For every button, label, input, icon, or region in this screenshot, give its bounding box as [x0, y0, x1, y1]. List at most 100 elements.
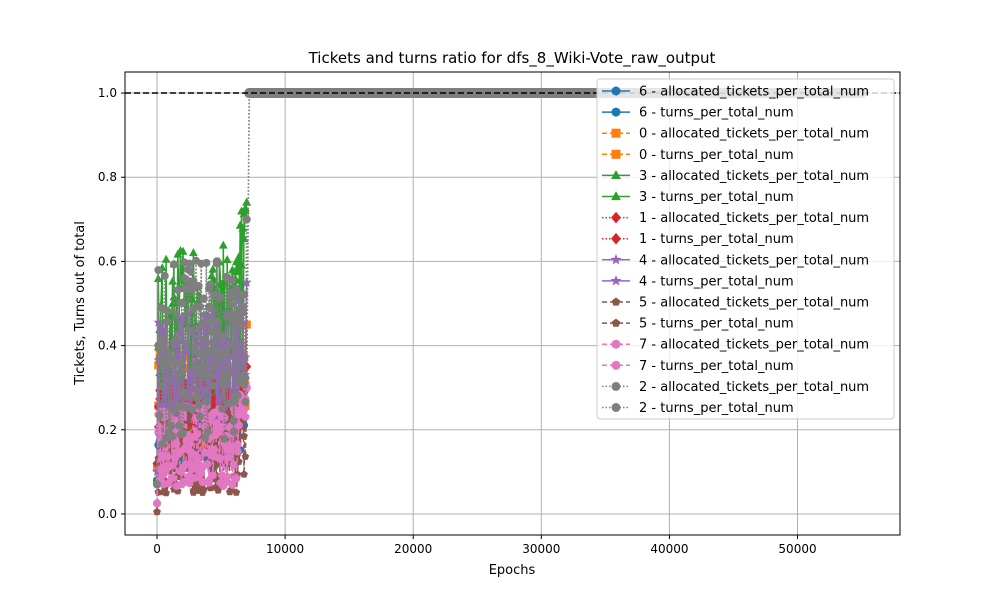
data-point	[208, 264, 218, 273]
data-point	[229, 427, 238, 436]
data-point	[238, 223, 248, 232]
data-point	[169, 260, 178, 269]
data-point	[240, 203, 250, 212]
data-point	[230, 436, 240, 447]
data-point	[159, 470, 168, 479]
data-point	[190, 362, 199, 371]
legend-label: 0 - turns_per_total_num	[639, 148, 794, 163]
data-point	[231, 257, 241, 266]
legend-label: 1 - turns_per_total_num	[639, 232, 794, 247]
data-point	[182, 392, 191, 401]
legend-marker	[611, 170, 621, 179]
data-point	[180, 444, 189, 453]
data-point	[227, 340, 236, 349]
legend-marker	[611, 149, 621, 159]
data-point	[194, 401, 203, 410]
series-line	[245, 93, 251, 388]
data-point	[218, 240, 228, 249]
data-point	[200, 384, 211, 394]
legend-marker	[611, 86, 621, 96]
legend-entry: 1 - turns_per_total_num	[602, 232, 794, 247]
data-point	[188, 286, 197, 295]
legend-marker	[611, 128, 621, 138]
legend-label: 1 - allocated_tickets_per_total_num	[639, 211, 869, 226]
data-point	[240, 290, 249, 299]
data-point	[181, 403, 190, 412]
data-point	[163, 452, 172, 461]
legend-entry: 0 - allocated_tickets_per_total_num	[602, 127, 869, 142]
data-point	[173, 401, 182, 410]
y-tick-label: 0.4	[98, 339, 117, 353]
legend-label: 6 - turns_per_total_num	[639, 106, 794, 121]
legend-marker	[610, 254, 622, 265]
data-point	[179, 463, 188, 472]
data-point	[238, 302, 247, 311]
data-point	[175, 449, 184, 458]
data-point	[203, 460, 212, 469]
data-point	[190, 474, 199, 483]
data-point	[188, 405, 197, 414]
legend-marker	[611, 360, 621, 370]
data-point	[208, 305, 218, 316]
legend-marker	[611, 381, 621, 391]
data-point	[219, 382, 228, 391]
data-point	[196, 384, 207, 394]
data-point	[166, 431, 175, 440]
legend-label: 4 - allocated_tickets_per_total_num	[639, 253, 869, 268]
data-point	[205, 478, 214, 487]
data-point	[235, 342, 246, 352]
data-point	[178, 246, 188, 255]
data-point	[203, 346, 212, 355]
data-point	[153, 499, 162, 508]
legend-marker	[610, 275, 622, 286]
data-point	[172, 369, 181, 378]
data-point	[214, 379, 225, 390]
data-point	[242, 215, 251, 224]
legend-label: 7 - turns_per_total_num	[639, 359, 794, 374]
data-point	[210, 362, 219, 371]
data-point	[168, 276, 178, 285]
data-point	[398, 89, 407, 98]
legend-entry: 5 - allocated_tickets_per_total_num	[602, 296, 869, 311]
data-point	[201, 448, 210, 457]
legend-label: 5 - allocated_tickets_per_total_num	[639, 296, 869, 311]
y-tick-label: 1.0	[98, 86, 117, 100]
legend-entry: 3 - allocated_tickets_per_total_num	[602, 169, 869, 184]
y-tick-label: 0.2	[98, 423, 117, 437]
data-point	[216, 278, 226, 287]
data-point	[177, 480, 186, 489]
x-tick-label: 30000	[522, 542, 560, 556]
data-point	[191, 384, 201, 394]
legend-label: 5 - turns_per_total_num	[639, 317, 794, 332]
legend-entry: 5 - turns_per_total_num	[602, 317, 794, 332]
data-point	[207, 271, 217, 280]
data-point	[221, 348, 230, 357]
data-point	[152, 466, 162, 477]
data-point	[189, 276, 198, 285]
data-point	[202, 258, 211, 267]
data-point	[233, 391, 242, 400]
data-point	[156, 320, 166, 330]
legend-entry: 6 - allocated_tickets_per_total_num	[602, 85, 869, 100]
legend-entry: 2 - turns_per_total_num	[602, 401, 794, 416]
data-point	[232, 284, 241, 293]
data-point	[208, 471, 217, 480]
data-point	[195, 412, 204, 421]
legend-marker	[611, 211, 621, 224]
data-point	[220, 370, 229, 379]
data-point	[205, 284, 214, 293]
legend-entry: 7 - allocated_tickets_per_total_num	[602, 338, 869, 353]
data-point	[234, 295, 244, 306]
data-point	[210, 408, 219, 417]
data-point	[217, 339, 227, 349]
legend-marker	[611, 339, 621, 349]
data-point	[162, 489, 170, 497]
data-point	[185, 326, 194, 335]
data-point	[175, 317, 186, 327]
legend-label: 0 - allocated_tickets_per_total_num	[639, 127, 869, 142]
x-tick-label: 0	[153, 542, 161, 556]
legend-entry: 6 - turns_per_total_num	[602, 106, 794, 121]
data-point	[187, 365, 198, 376]
data-point	[153, 507, 161, 516]
data-point	[174, 328, 185, 339]
